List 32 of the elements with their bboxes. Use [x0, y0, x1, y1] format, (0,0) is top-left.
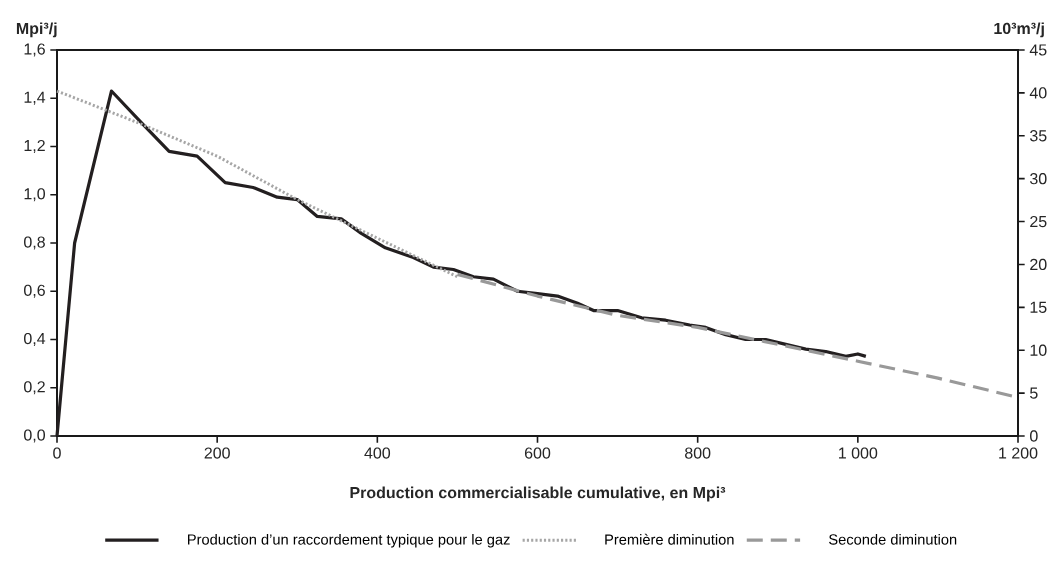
y2-tick-label: 30: [1029, 173, 1047, 185]
legend-label: Production d’un raccordement typique pour le gaz: [188, 533, 510, 548]
y-tick-label: 1,6: [24, 43, 45, 57]
x-tick-label: 200: [204, 447, 230, 459]
x-tick-label: 0: [53, 447, 61, 459]
y2-tick-label: 0: [1030, 430, 1038, 442]
legend-label: Seconde diminution: [829, 533, 957, 545]
y-tick-label: 1,0: [24, 188, 46, 202]
x-axis-title: Production commercialisable cumulative, en Mpi³: [350, 486, 726, 502]
legend-label: Première diminution: [605, 533, 734, 545]
y2-tick-label: 35: [1029, 130, 1047, 142]
y2-tick-label: 20: [1030, 258, 1047, 271]
y-tick-label: 1,4: [24, 91, 46, 105]
y2-tick-label: 25: [1030, 215, 1047, 228]
x-tick-label: 1 000: [839, 447, 878, 459]
y-tick-label: 0,0: [24, 429, 46, 443]
y2-tick-label: 10: [1030, 344, 1047, 356]
y-tick-label: 0,2: [24, 381, 45, 395]
x-tick-label: 800: [685, 447, 711, 459]
y-tick-label: 0,4: [24, 332, 46, 347]
y2-tick-label: 40: [1029, 87, 1047, 99]
y-axis-title: Mpi³/j: [16, 22, 57, 38]
y-tick-label: 0,8: [24, 236, 45, 250]
y2-tick-label: 15: [1030, 301, 1047, 313]
y-tick-label: 0,6: [24, 284, 45, 298]
y-tick-label: 1,2: [24, 139, 45, 154]
y2-axis-title: 10³m³/j: [994, 22, 1044, 38]
x-tick-label: 400: [364, 447, 391, 459]
x-tick-label: 600: [524, 447, 551, 459]
y2-tick-label: 45: [1029, 44, 1047, 56]
y2-tick-label: 5: [1030, 387, 1038, 399]
x-tick-label: 1 200: [999, 447, 1038, 459]
